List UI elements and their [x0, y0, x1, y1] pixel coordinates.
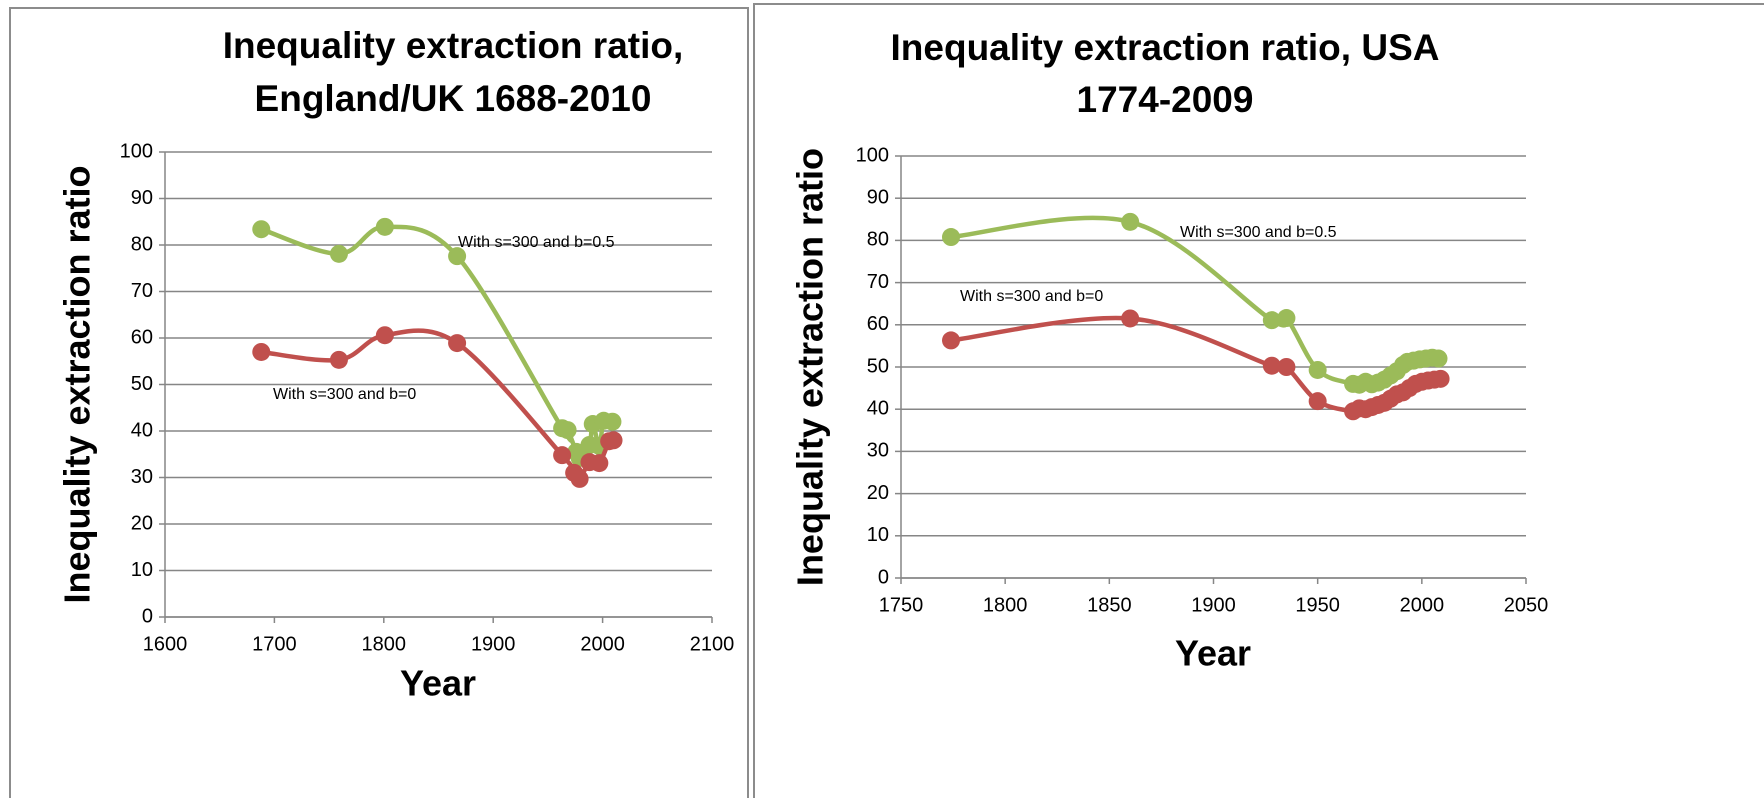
- y-tick-label: 0: [142, 605, 153, 627]
- y-tick-label: 30: [867, 440, 889, 462]
- x-tick-label: 1700: [252, 633, 297, 655]
- y-axis-label: Inequality extraction ratio: [790, 148, 831, 586]
- data-point: [329, 350, 348, 369]
- panel-frame: [753, 3, 1764, 798]
- x-tick-label: 1950: [1295, 594, 1340, 616]
- data-point: [1262, 356, 1281, 375]
- data-point: [942, 228, 960, 247]
- y-tick-label: 40: [131, 419, 153, 441]
- y-tick-label: 80: [131, 233, 153, 255]
- y-tick-label: 100: [856, 144, 889, 166]
- chart-title: England/UK 1688-2010: [255, 78, 652, 119]
- y-tick-label: 60: [867, 313, 889, 335]
- y-tick-label: 70: [867, 271, 889, 293]
- x-tick-label: 2000: [580, 633, 625, 655]
- y-axis-label: Inequality extraction ratio: [57, 165, 98, 603]
- chart-title: Inequality extraction ratio,: [223, 25, 684, 66]
- data-point: [1308, 392, 1327, 411]
- x-tick-label: 1800: [362, 633, 407, 655]
- data-point: [252, 342, 271, 361]
- data-point: [604, 431, 623, 450]
- series-label: With s=300 and b=0.5: [1180, 224, 1337, 241]
- y-tick-label: 40: [867, 397, 889, 419]
- x-tick-label: 1900: [471, 633, 516, 655]
- x-tick-label: 2050: [1504, 594, 1549, 616]
- data-point: [329, 244, 348, 263]
- y-tick-label: 10: [131, 559, 153, 581]
- x-tick-label: 2100: [690, 633, 735, 655]
- data-point: [448, 334, 467, 353]
- y-tick-label: 20: [131, 512, 153, 534]
- y-tick-label: 20: [867, 482, 889, 504]
- data-point: [570, 469, 589, 488]
- data-point: [252, 220, 271, 239]
- x-tick-label: 1850: [1087, 594, 1132, 616]
- data-point: [942, 331, 960, 350]
- y-tick-label: 90: [131, 187, 153, 209]
- data-point: [1308, 360, 1327, 379]
- data-point: [1277, 358, 1296, 376]
- chart-title: Inequality extraction ratio, USA: [891, 27, 1440, 68]
- x-tick-label: 1900: [1191, 594, 1236, 616]
- y-tick-label: 60: [131, 326, 153, 348]
- data-point: [1277, 309, 1296, 328]
- y-tick-label: 90: [867, 186, 889, 208]
- data-point: [1121, 212, 1140, 231]
- data-point: [1429, 349, 1448, 368]
- series-line: [950, 315, 1441, 414]
- data-point: [375, 217, 394, 236]
- y-tick-label: 50: [131, 373, 153, 395]
- y-tick-label: 0: [878, 566, 889, 588]
- data-point: [603, 412, 622, 431]
- y-tick-label: 80: [867, 229, 889, 251]
- data-point: [1431, 369, 1450, 388]
- series-label: With s=300 and b=0: [960, 288, 1103, 305]
- data-point: [553, 446, 572, 465]
- panel-frame: [9, 7, 749, 798]
- x-axis-label: Year: [1175, 633, 1251, 674]
- x-tick-label: 2000: [1400, 594, 1445, 616]
- y-tick-label: 10: [867, 524, 889, 546]
- x-tick-label: 1800: [983, 594, 1028, 616]
- x-tick-label: 1750: [879, 594, 924, 616]
- y-tick-label: 70: [131, 280, 153, 302]
- series-label: With s=300 and b=0.5: [458, 234, 615, 251]
- x-tick-label: 1600: [143, 633, 188, 655]
- chart-title: 1774-2009: [1077, 79, 1254, 120]
- data-point: [1121, 309, 1140, 328]
- y-tick-label: 100: [120, 140, 153, 162]
- y-tick-label: 30: [131, 466, 153, 488]
- data-point: [590, 454, 609, 473]
- data-point: [558, 421, 577, 440]
- data-point: [448, 247, 467, 266]
- data-point: [375, 326, 394, 345]
- x-axis-label: Year: [400, 663, 476, 704]
- series-label: With s=300 and b=0: [273, 386, 416, 403]
- data-point: [1262, 311, 1281, 330]
- y-tick-label: 50: [867, 355, 889, 377]
